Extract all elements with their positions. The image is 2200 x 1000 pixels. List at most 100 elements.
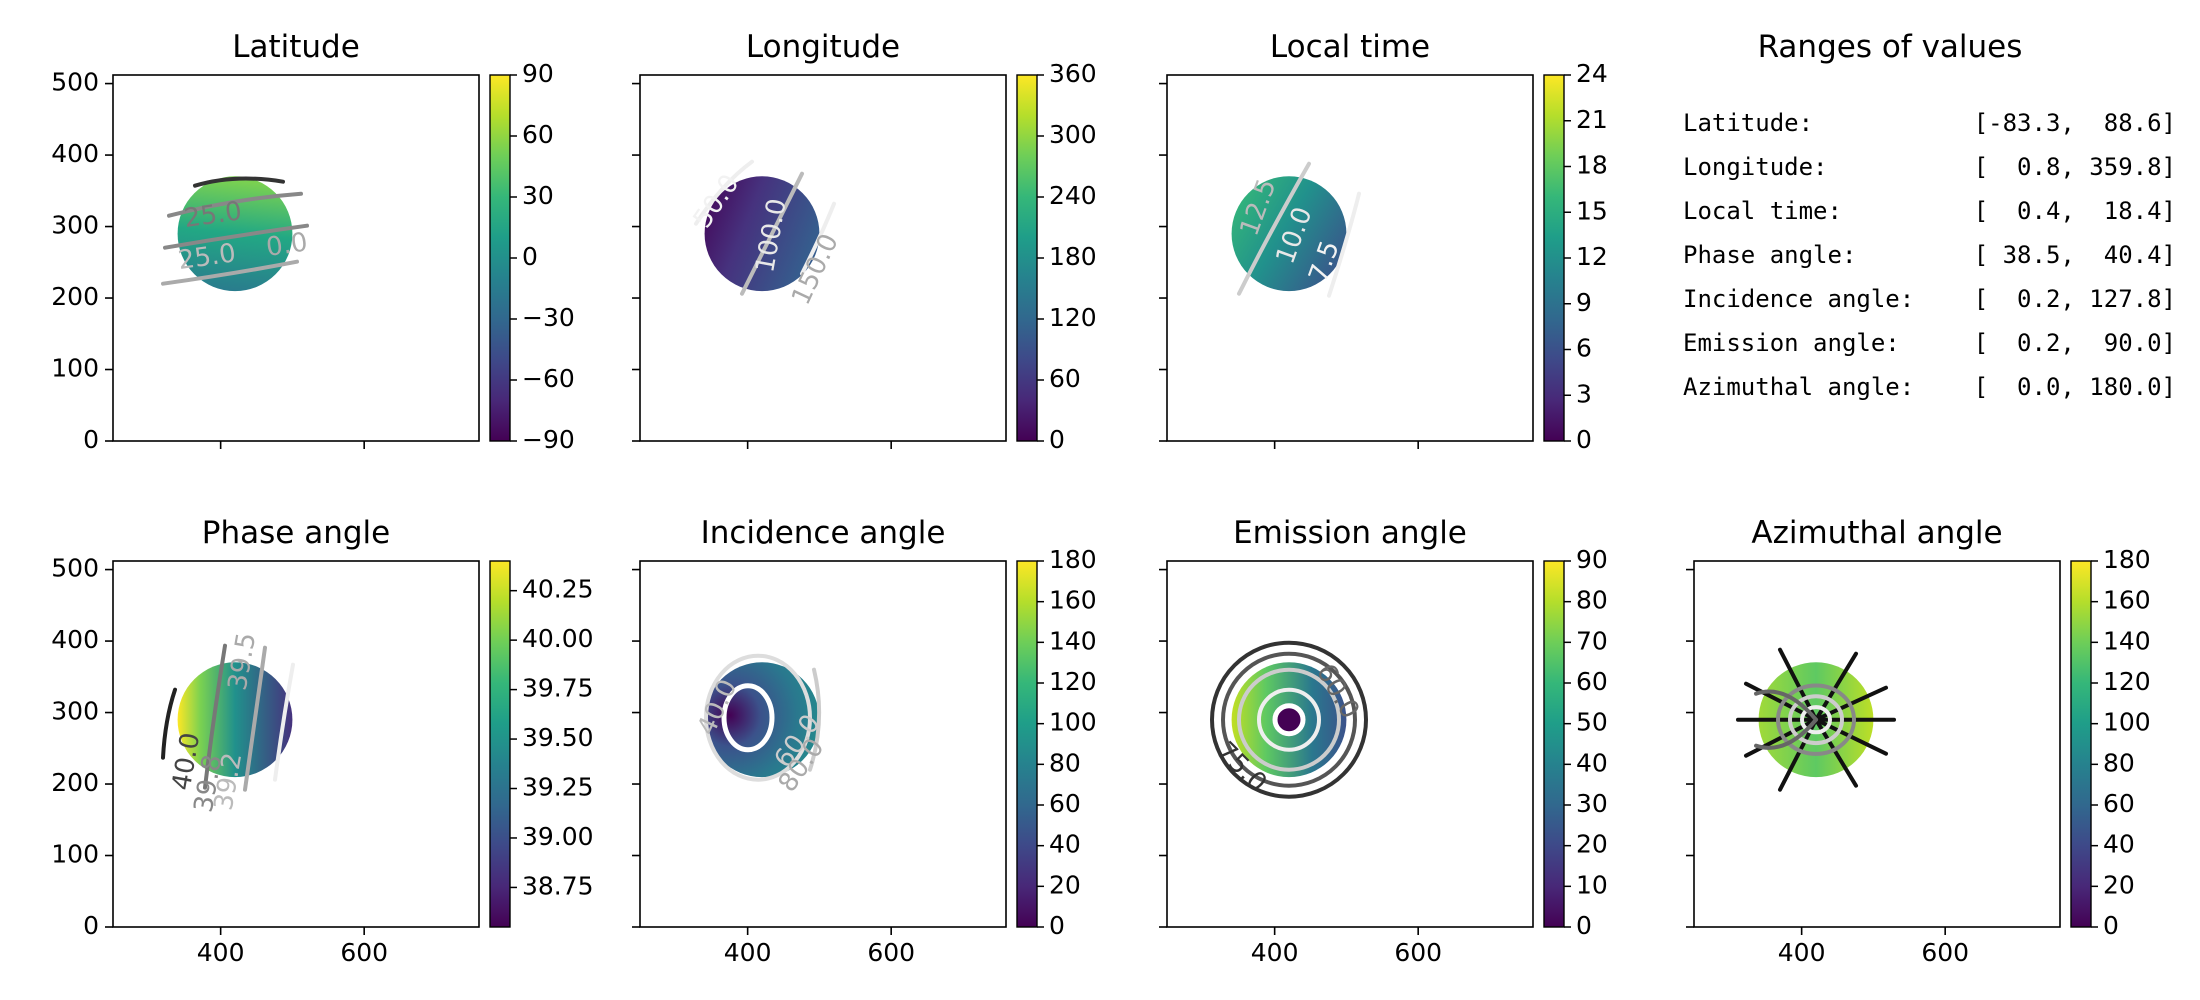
ranges-row: Phase angle: [ 38.5, 40.4] bbox=[1683, 241, 2176, 269]
colorbar-tick-label: 120 bbox=[1049, 303, 1097, 332]
colorbar bbox=[489, 560, 511, 928]
colorbar-tick-label: 50 bbox=[1576, 708, 1608, 737]
contour-line bbox=[161, 687, 177, 760]
planet-disk bbox=[177, 662, 293, 778]
contour-line bbox=[704, 653, 812, 782]
colorbar-tick-label: 20 bbox=[1576, 830, 1608, 859]
ranges-row: Incidence angle: [ 0.2, 127.8] bbox=[1683, 285, 2176, 313]
colorbar-tick-label: 0 bbox=[1049, 911, 1065, 940]
panel-title: Longitude bbox=[746, 29, 900, 65]
ranges-value: [ 0.0, 180.0] bbox=[1974, 373, 2176, 401]
colorbar-tick-label: 300 bbox=[1049, 120, 1097, 149]
contour-label: 0.0 bbox=[264, 227, 309, 262]
colorbar-tick-label: 60 bbox=[2103, 789, 2135, 818]
contour-line bbox=[1776, 683, 1856, 756]
colorbar-tick-label: 70 bbox=[1576, 626, 1608, 655]
contour-line bbox=[167, 191, 303, 218]
contour-line bbox=[1237, 161, 1311, 296]
axes-frame bbox=[639, 560, 1007, 928]
colorbar-tick-label: 15 bbox=[1576, 196, 1608, 225]
colorbar-tick-label: 0 bbox=[522, 242, 538, 271]
colorbar-tick-label: 0 bbox=[1576, 911, 1592, 940]
colorbar-tick-label: 40 bbox=[1576, 748, 1608, 777]
colorbar bbox=[1016, 560, 1038, 928]
colorbar-tick-label: 60 bbox=[522, 120, 554, 149]
x-tick-label: 600 bbox=[1921, 938, 1969, 967]
contour-line bbox=[161, 259, 299, 286]
ranges-panel: Ranges of values Latitude: [-83.3, 88.6] Lo… bbox=[1683, 29, 2176, 401]
panel-title: Latitude bbox=[232, 29, 360, 65]
axes-frame bbox=[1693, 560, 2061, 928]
colorbar-tick-label: 40 bbox=[1049, 830, 1081, 859]
colorbar-tick-label: 18 bbox=[1576, 151, 1608, 180]
colorbar-tick-label: 180 bbox=[1049, 242, 1097, 271]
panel-title: Phase angle bbox=[202, 515, 390, 551]
y-tick-label: 0 bbox=[83, 425, 99, 454]
y-tick-label: 300 bbox=[51, 211, 99, 240]
colorbar-tick-label: 360 bbox=[1049, 59, 1097, 88]
ranges-label: Latitude: bbox=[1683, 109, 1813, 137]
x-tick-label: 600 bbox=[340, 938, 388, 967]
colorbar bbox=[1543, 74, 1565, 442]
colorbar-tick-label: 39.50 bbox=[522, 723, 594, 752]
y-tick-label: 200 bbox=[51, 768, 99, 797]
y-tick-label: 500 bbox=[51, 554, 99, 583]
ranges-title: Ranges of values bbox=[1758, 29, 2023, 65]
axes-frame bbox=[639, 74, 1007, 442]
ranges-row: Longitude: [ 0.8, 359.8] bbox=[1683, 153, 2176, 181]
colorbar-tick-label: 100 bbox=[2103, 708, 2151, 737]
contour-line bbox=[193, 176, 285, 188]
contour-line bbox=[1221, 651, 1357, 788]
contour-line bbox=[1754, 717, 1818, 750]
colorbar-tick-label: 39.75 bbox=[522, 674, 594, 703]
x-tick-label: 400 bbox=[724, 938, 772, 967]
ranges-value: [ 0.2, 127.8] bbox=[1974, 285, 2176, 313]
ranges-row: Emission angle: [ 0.2, 90.0] bbox=[1683, 329, 2176, 357]
ranges-label: Longitude: bbox=[1683, 153, 1828, 181]
colorbar-tick-label: 21 bbox=[1576, 105, 1608, 134]
colorbar-tick-label: 120 bbox=[2103, 667, 2151, 696]
colorbar bbox=[489, 74, 511, 442]
colorbar-tick-label: 3 bbox=[1576, 379, 1592, 408]
contour-line bbox=[694, 159, 754, 226]
colorbar-tick-label: −90 bbox=[522, 425, 575, 454]
colorbar-tick-label: 38.75 bbox=[522, 871, 594, 900]
colorbar bbox=[1543, 560, 1565, 928]
colorbar-tick-label: 40 bbox=[2103, 830, 2135, 859]
ranges-label: Emission angle: bbox=[1683, 329, 1900, 357]
contour-line bbox=[1788, 694, 1844, 746]
contour-line bbox=[203, 643, 227, 790]
axes-frame bbox=[1166, 74, 1534, 442]
ranges-value: [ 0.2, 90.0] bbox=[1974, 329, 2176, 357]
ranges-value: [ 0.8, 359.8] bbox=[1974, 153, 2176, 181]
y-tick-label: 100 bbox=[51, 354, 99, 383]
ranges-row: Local time: [ 0.4, 18.4] bbox=[1683, 197, 2176, 225]
ranges-row: Latitude: [-83.3, 88.6] bbox=[1683, 109, 2176, 137]
contour-line bbox=[1272, 703, 1306, 737]
y-tick-label: 0 bbox=[83, 911, 99, 940]
colorbar-tick-label: 60 bbox=[1049, 789, 1081, 818]
colorbar-tick-label: 9 bbox=[1576, 288, 1592, 317]
y-tick-label: 200 bbox=[51, 282, 99, 311]
colorbar-tick-label: 30 bbox=[1576, 789, 1608, 818]
colorbar-tick-label: 0 bbox=[2103, 911, 2119, 940]
axes-frame bbox=[112, 74, 480, 442]
colorbar-tick-label: 0 bbox=[1049, 425, 1065, 454]
colorbar-tick-label: 20 bbox=[1049, 870, 1081, 899]
ranges-label: Azimuthal angle: bbox=[1683, 373, 1914, 401]
contour-line bbox=[721, 683, 775, 753]
panel-title: Local time bbox=[1270, 29, 1430, 65]
colorbar-tick-label: 39.25 bbox=[522, 773, 594, 802]
contour-line bbox=[800, 201, 836, 276]
colorbar-tick-label: 120 bbox=[1049, 667, 1097, 696]
panel-title: Incidence angle bbox=[701, 515, 946, 551]
contour-line bbox=[1210, 640, 1368, 799]
colorbar-tick-label: −30 bbox=[522, 303, 575, 332]
colorbar-tick-label: 60 bbox=[1049, 364, 1081, 393]
colorbar-tick-label: 40.00 bbox=[522, 624, 594, 653]
colorbar-tick-label: 0 bbox=[1576, 425, 1592, 454]
y-tick-label: 400 bbox=[51, 139, 99, 168]
x-tick-label: 400 bbox=[1251, 938, 1299, 967]
